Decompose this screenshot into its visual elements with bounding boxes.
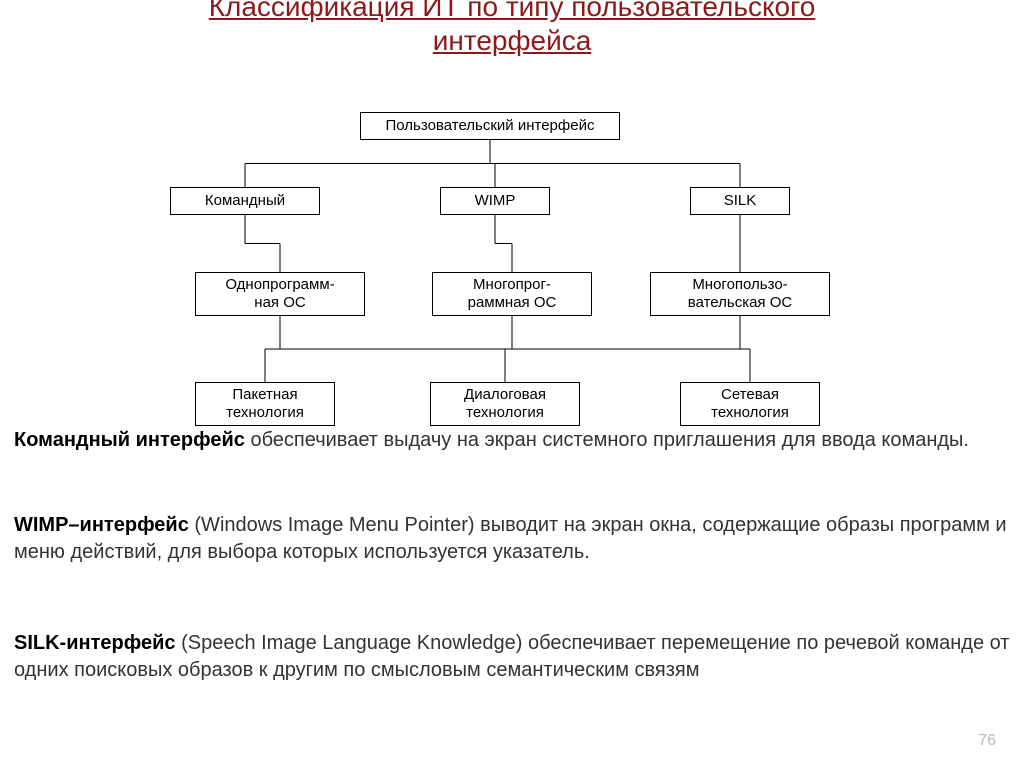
p2-bold: WIMP–интерфейс (14, 514, 189, 536)
node-dialog: Диалоговаятехнология (430, 382, 580, 426)
node-cmd: Командный (170, 187, 320, 215)
p1-rest: обеспечивает выдачу на экран системного … (245, 429, 969, 451)
node-single: Однопрограмм-ная ОС (195, 272, 365, 316)
node-multi: Многопрог-раммная ОС (432, 272, 592, 316)
title-line-2: интерфейса (433, 25, 592, 56)
node-batch: Пакетнаятехнология (195, 382, 335, 426)
node-muser: Многопользо-вательская ОС (650, 272, 830, 316)
node-silk: SILK (690, 187, 790, 215)
paragraph-2: WIMP–интерфейс (Windows Image Menu Point… (14, 512, 1010, 566)
title-line-1: Классификация ИТ по типу пользовательско… (209, 0, 816, 22)
p1-bold: Командный интерфейс (14, 429, 245, 451)
node-net: Сетеваятехнология (680, 382, 820, 426)
paragraph-1: Командный интерфейс обеспечивает выдачу … (14, 427, 1010, 454)
node-root: Пользовательский интерфейс (360, 112, 620, 140)
node-wimp: WIMP (440, 187, 550, 215)
paragraph-3: SILK-интерфейс (Speech Image Language Kn… (14, 630, 1010, 684)
page-number: 76 (978, 732, 996, 750)
hierarchy-diagram: Пользовательский интерфейс Командный WIMP S… (0, 57, 1024, 447)
page-title: Классификация ИТ по типу пользовательско… (0, 0, 1024, 57)
p3-bold: SILK-интерфейс (14, 632, 176, 654)
